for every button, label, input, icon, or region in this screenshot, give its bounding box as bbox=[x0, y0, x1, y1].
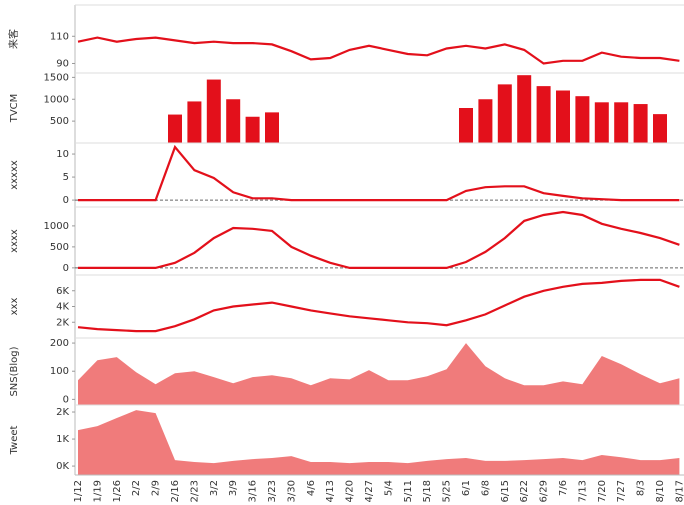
y-tick-label: 110 bbox=[50, 31, 69, 42]
bar bbox=[614, 102, 629, 143]
x-tick-label: 7/27 bbox=[616, 480, 627, 502]
x-tick-label: 4/27 bbox=[364, 480, 375, 502]
x-tick-label: 5/18 bbox=[422, 480, 433, 502]
x-tick-label: 6/1 bbox=[461, 480, 472, 496]
x-tick-label: 6/22 bbox=[519, 480, 530, 502]
bar bbox=[245, 116, 260, 143]
x-tick-label: 3/23 bbox=[267, 480, 278, 502]
x-tick-label: 8/17 bbox=[674, 480, 684, 502]
y-axis-title: xxx bbox=[9, 298, 20, 316]
line bbox=[78, 210, 680, 269]
bar bbox=[633, 104, 648, 143]
x-tick-label: 6/15 bbox=[500, 480, 511, 502]
y-axis-title: Tweet bbox=[9, 425, 20, 455]
line bbox=[77, 36, 680, 65]
x-tick-label: 4/13 bbox=[325, 480, 336, 502]
x-tick-label: 7/20 bbox=[597, 480, 608, 502]
x-tick-label: 2/23 bbox=[189, 480, 200, 502]
y-tick-label: 0K bbox=[56, 461, 69, 472]
y-tick-label: 500 bbox=[50, 242, 69, 253]
bar bbox=[517, 75, 532, 143]
y-tick-label: 1500 bbox=[44, 72, 69, 83]
x-tick-label: 3/9 bbox=[228, 480, 239, 496]
x-tick-label: 2/16 bbox=[170, 480, 181, 502]
bar bbox=[556, 90, 570, 143]
y-axis-title: xxxx bbox=[9, 229, 20, 253]
x-tick-label: 8/10 bbox=[655, 480, 666, 502]
bar bbox=[536, 86, 551, 143]
x-tick-label: 5/4 bbox=[383, 480, 394, 496]
y-tick-label: 0 bbox=[63, 263, 69, 274]
y-tick-label: 500 bbox=[50, 116, 69, 127]
x-tick-label: 7/6 bbox=[558, 480, 569, 496]
y-tick-label: 10 bbox=[56, 149, 69, 160]
bar bbox=[168, 114, 182, 143]
y-tick-label: 0 bbox=[63, 195, 69, 206]
x-tick-label: 3/30 bbox=[286, 480, 297, 502]
bar bbox=[459, 108, 473, 143]
y-tick-label: 1000 bbox=[44, 94, 69, 105]
bar bbox=[653, 114, 667, 143]
y-tick-label: 90 bbox=[56, 58, 69, 69]
bar bbox=[265, 112, 279, 143]
area bbox=[78, 343, 680, 405]
x-tick-label: 2/9 bbox=[151, 480, 162, 496]
line bbox=[78, 144, 680, 202]
line bbox=[77, 278, 680, 333]
y-axis-title: xxxxx bbox=[9, 160, 20, 190]
y-tick-label: 1K bbox=[56, 434, 69, 445]
y-tick-label: 5 bbox=[63, 172, 69, 183]
x-tick-label: 6/29 bbox=[539, 480, 550, 502]
x-tick-label: 8/3 bbox=[636, 480, 647, 496]
y-tick-label: 0 bbox=[63, 394, 69, 405]
y-tick-label: 200 bbox=[50, 338, 69, 349]
y-tick-label: 6K bbox=[56, 286, 69, 297]
bar bbox=[497, 84, 512, 143]
x-tick-label: 4/6 bbox=[306, 480, 317, 496]
x-tick-label: 1/12 bbox=[73, 480, 84, 502]
y-tick-label: 2K bbox=[56, 407, 69, 418]
y-tick-label: 1000 bbox=[44, 221, 69, 232]
x-tick-label: 3/16 bbox=[248, 480, 259, 502]
bar bbox=[594, 102, 609, 143]
x-tick-label: 1/26 bbox=[112, 480, 123, 502]
bar bbox=[478, 99, 493, 143]
x-tick-label: 5/25 bbox=[442, 480, 453, 502]
y-axis-title: SNS(Blog) bbox=[9, 346, 20, 396]
x-tick-label: 4/20 bbox=[345, 480, 356, 502]
x-tick-label: 5/11 bbox=[403, 480, 414, 502]
x-tick-label: 6/8 bbox=[480, 480, 491, 496]
area bbox=[78, 410, 680, 475]
bar bbox=[206, 79, 221, 143]
x-tick-label: 7/13 bbox=[577, 480, 588, 502]
y-axis-title: 来客 bbox=[7, 29, 20, 49]
x-tick-label: 2/2 bbox=[131, 480, 142, 496]
bar bbox=[187, 101, 202, 143]
bar bbox=[226, 99, 241, 143]
x-tick-label: 3/2 bbox=[209, 480, 220, 496]
y-tick-label: 100 bbox=[50, 366, 69, 377]
y-tick-label: 4K bbox=[56, 302, 69, 313]
y-axis-title: TVCM bbox=[9, 94, 20, 124]
bar bbox=[575, 96, 590, 143]
x-tick-label: 1/19 bbox=[92, 480, 103, 502]
y-tick-label: 2K bbox=[56, 317, 69, 328]
